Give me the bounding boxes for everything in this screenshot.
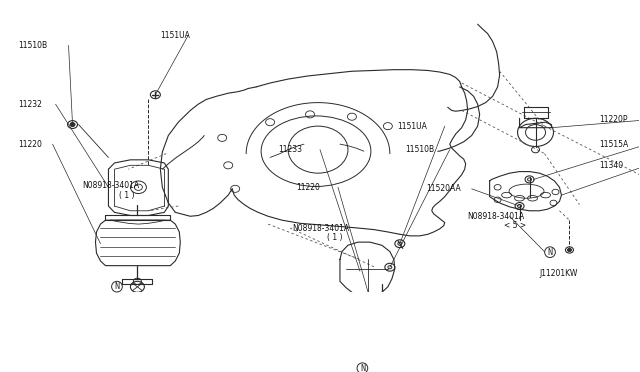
Text: 1151UA: 1151UA xyxy=(397,122,427,131)
Text: N: N xyxy=(115,282,120,291)
Text: 11340: 11340 xyxy=(600,161,623,170)
Circle shape xyxy=(568,248,572,251)
Text: N08918-3401A: N08918-3401A xyxy=(292,224,349,232)
Text: N08918-3401A: N08918-3401A xyxy=(83,181,140,190)
Text: 11220: 11220 xyxy=(296,183,320,192)
Text: J11201KW: J11201KW xyxy=(540,269,578,278)
Text: 11220: 11220 xyxy=(19,140,42,149)
Text: 1151UA: 1151UA xyxy=(161,31,190,40)
Text: 11520AA: 11520AA xyxy=(426,185,461,193)
Text: ( 1 ): ( 1 ) xyxy=(120,190,135,200)
Text: 11232: 11232 xyxy=(19,100,42,109)
Circle shape xyxy=(70,123,75,126)
Text: N: N xyxy=(360,364,365,372)
Text: ( 1 ): ( 1 ) xyxy=(327,233,342,242)
Text: 11233: 11233 xyxy=(278,145,302,154)
Text: N: N xyxy=(547,248,552,257)
Text: 11510B: 11510B xyxy=(405,145,434,154)
Text: < 5 >: < 5 > xyxy=(504,221,525,230)
Text: 11515A: 11515A xyxy=(600,140,628,149)
Text: 11510B: 11510B xyxy=(19,41,48,50)
Text: 11220P: 11220P xyxy=(600,115,628,124)
Text: N08918-3401A: N08918-3401A xyxy=(468,212,525,221)
